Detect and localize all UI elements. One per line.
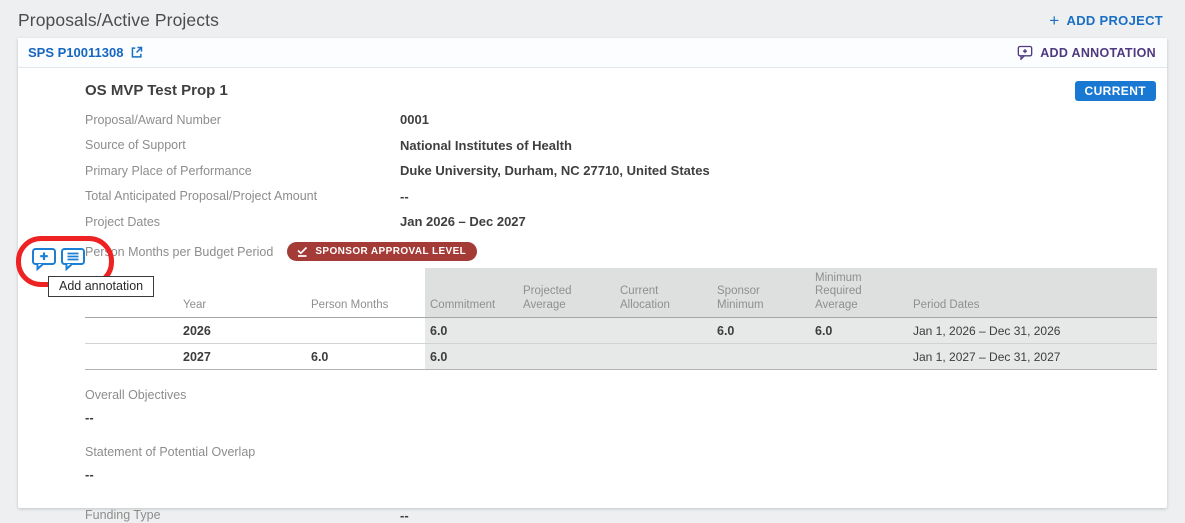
field-value: National Institutes of Health — [400, 137, 572, 153]
sponsor-approval-level-label: SPONSOR APPROVAL LEVEL — [315, 246, 467, 257]
field-row-funding-type: Funding Type -- — [85, 508, 1157, 523]
field-label: Total Anticipated Proposal/Project Amoun… — [85, 189, 318, 204]
cell-minimum-required-average — [815, 344, 913, 370]
person-months-label: Person Months per Budget Period — [85, 244, 274, 259]
annotation-plus-bubble-icon — [1017, 45, 1033, 60]
field-label: Project Dates — [85, 214, 161, 229]
col-header-sponsor-minimum: Sponsor Minimum — [717, 267, 815, 318]
page-title: Proposals/Active Projects — [18, 10, 219, 30]
field-row-source-of-support: Source of Support National Institutes of… — [85, 133, 1157, 159]
col-header-current-allocation: Current Allocation — [620, 267, 717, 318]
cell-minimum-required-average: 6.0 — [815, 318, 913, 344]
field-label: Primary Place of Performance — [85, 163, 252, 178]
section-value: -- — [85, 467, 94, 483]
cell-person-months — [311, 318, 425, 343]
field-value: -- — [400, 188, 409, 204]
section-value: -- — [85, 410, 94, 426]
cell-year: 2026 — [183, 323, 211, 338]
title-row: OS MVP Test Prop 1 CURRENT — [85, 81, 1157, 101]
add-project-button[interactable]: + ADD PROJECT — [1049, 11, 1163, 30]
card-body: OS MVP Test Prop 1 CURRENT Proposal/Awar… — [18, 68, 1167, 523]
table-row: 2026 6.0 6.0 6.0 Jan 1, 2026 – Dec 31, 2… — [85, 318, 1157, 345]
section-label: Overall Objectives — [85, 388, 187, 403]
section-label: Statement of Potential Overlap — [85, 445, 256, 460]
cell-current-allocation — [620, 318, 717, 344]
col-header-period-dates: Period Dates — [913, 267, 1157, 318]
project-card: SPS P10011308 ADD ANNOTATION OS — [18, 38, 1167, 523]
person-months-table: Year Person Months Commitment Projected … — [85, 267, 1157, 371]
field-row-proposal-number: Proposal/Award Number 0001 — [85, 107, 1157, 133]
table-header-row: Year Person Months Commitment Projected … — [85, 267, 1157, 319]
cell-current-allocation — [620, 344, 717, 370]
external-link-icon — [129, 45, 144, 60]
project-id-link[interactable]: SPS P10011308 — [28, 45, 144, 60]
project-id-label: SPS P10011308 — [28, 45, 124, 60]
cell-sponsor-minimum: 6.0 — [717, 318, 815, 344]
card-header: SPS P10011308 ADD ANNOTATION — [18, 38, 1167, 68]
top-bar: Proposals/Active Projects + ADD PROJECT — [0, 0, 1185, 32]
section-overall-objectives: Overall Objectives -- — [85, 388, 1157, 425]
cell-commitment: 6.0 — [425, 318, 523, 344]
add-annotation-button[interactable]: ADD ANNOTATION — [1017, 45, 1156, 60]
cell-projected-average — [523, 344, 620, 370]
cell-commitment: 6.0 — [425, 344, 523, 370]
col-header-person-months: Person Months — [311, 298, 389, 311]
section-potential-overlap: Statement of Potential Overlap -- — [85, 445, 1157, 482]
add-annotation-tooltip: Add annotation — [48, 276, 155, 297]
field-value: Duke University, Durham, NC 27710, Unite… — [400, 163, 710, 179]
cell-projected-average — [523, 318, 620, 344]
check-underline-icon — [296, 246, 309, 257]
col-header-projected-average: Projected Average — [523, 267, 620, 318]
cell-sponsor-minimum — [717, 344, 815, 370]
field-row-total-amount: Total Anticipated Proposal/Project Amoun… — [85, 184, 1157, 210]
plus-icon: + — [1049, 11, 1060, 30]
col-header-year: Year — [183, 298, 207, 311]
col-header-commitment: Commitment — [425, 267, 523, 318]
field-value: 0001 — [400, 112, 429, 128]
field-row-place-of-performance: Primary Place of Performance Duke Univer… — [85, 158, 1157, 184]
field-value: Jan 2026 – Dec 2027 — [400, 214, 526, 230]
add-annotation-label: ADD ANNOTATION — [1040, 45, 1156, 60]
person-months-row: Person Months per Budget Period SPONSOR … — [85, 241, 1157, 263]
field-row-project-dates: Project Dates Jan 2026 – Dec 2027 — [85, 209, 1157, 235]
cell-year: 2027 — [183, 349, 211, 364]
cell-period-dates: Jan 1, 2027 – Dec 31, 2027 — [913, 344, 1157, 370]
current-status-badge: CURRENT — [1074, 81, 1156, 101]
field-label: Source of Support — [85, 138, 186, 153]
cell-person-months: 6.0 — [311, 349, 329, 364]
field-label: Funding Type — [85, 508, 161, 523]
field-list: Proposal/Award Number 0001 Source of Sup… — [85, 107, 1157, 235]
project-title: OS MVP Test Prop 1 — [85, 82, 228, 99]
annotation-add-bubble-icon[interactable] — [31, 247, 58, 271]
cell-period-dates: Jan 1, 2026 – Dec 31, 2026 — [913, 318, 1157, 344]
annotation-view-bubble-icon[interactable] — [60, 247, 87, 271]
table-row: 2027 6.0 6.0 Jan 1, 2027 – Dec 31, 2027 — [85, 344, 1157, 371]
col-header-minimum-required-average: Minimum Required Average — [815, 267, 913, 318]
field-value: -- — [400, 508, 409, 523]
field-label: Proposal/Award Number — [85, 112, 221, 127]
add-project-label: ADD PROJECT — [1066, 13, 1163, 28]
sponsor-approval-level-badge[interactable]: SPONSOR APPROVAL LEVEL — [287, 242, 478, 261]
